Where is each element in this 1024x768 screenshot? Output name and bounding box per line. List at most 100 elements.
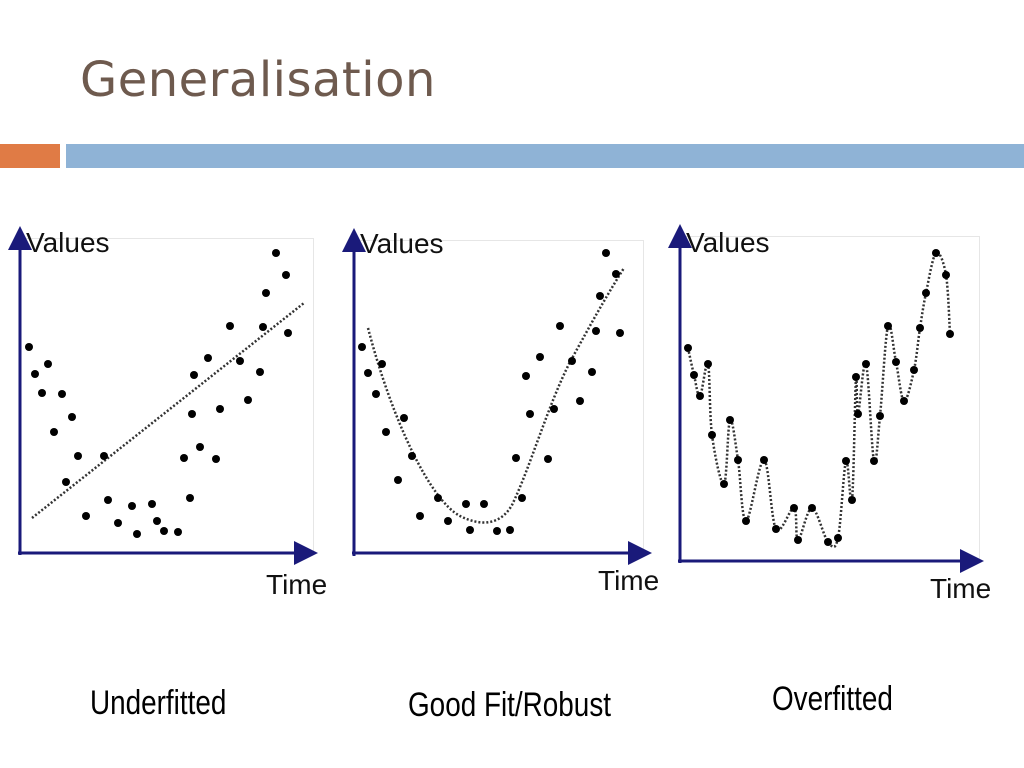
data-point: [852, 373, 860, 381]
fit-line: [31, 302, 305, 519]
x-axis-label: Time: [266, 569, 327, 600]
data-point: [942, 271, 950, 279]
data-point: [190, 371, 198, 379]
data-point: [742, 517, 750, 525]
data-point: [506, 526, 514, 534]
data-point: [196, 443, 204, 451]
data-point: [38, 389, 46, 397]
y-axis-label: Values: [686, 227, 770, 258]
data-point: [922, 289, 930, 297]
data-point: [568, 357, 576, 365]
data-point: [602, 249, 610, 257]
data-point: [910, 366, 918, 374]
y-axis-label: Values: [360, 228, 444, 259]
data-point: [104, 496, 112, 504]
data-point: [128, 502, 136, 510]
fit-curve: [366, 267, 626, 524]
data-point: [576, 397, 584, 405]
data-point: [244, 396, 252, 404]
data-point: [188, 410, 196, 418]
data-point: [74, 452, 82, 460]
data-point: [180, 454, 188, 462]
data-point: [848, 496, 856, 504]
data-point: [256, 368, 264, 376]
data-point: [870, 457, 878, 465]
data-point: [794, 536, 802, 544]
data-point: [512, 454, 520, 462]
data-point: [50, 428, 58, 436]
data-point: [526, 410, 534, 418]
data-point: [262, 289, 270, 297]
data-point: [824, 538, 832, 546]
data-point: [394, 476, 402, 484]
x-axis-label: Time: [930, 573, 991, 604]
data-point: [466, 526, 474, 534]
data-point: [592, 327, 600, 335]
slide-title: Generalisation: [80, 52, 436, 108]
data-point: [808, 504, 816, 512]
data-point: [900, 397, 908, 405]
data-point: [186, 494, 194, 502]
data-point: [612, 270, 620, 278]
data-points: [358, 249, 624, 535]
data-point: [434, 494, 442, 502]
data-point: [382, 428, 390, 436]
data-point: [556, 322, 564, 330]
data-point: [684, 344, 692, 352]
data-point: [82, 512, 90, 520]
data-point: [408, 452, 416, 460]
data-point: [282, 271, 290, 279]
data-point: [462, 500, 470, 508]
data-point: [842, 457, 850, 465]
data-point: [416, 512, 424, 520]
data-point: [372, 390, 380, 398]
data-point: [862, 360, 870, 368]
data-point: [876, 412, 884, 420]
data-point: [518, 494, 526, 502]
fit-curve: [686, 251, 952, 549]
data-point: [133, 530, 141, 538]
data-point: [44, 360, 52, 368]
data-point: [160, 527, 168, 535]
data-point: [174, 528, 182, 536]
data-point: [153, 517, 161, 525]
data-point: [588, 368, 596, 376]
data-point: [704, 360, 712, 368]
data-point: [834, 534, 842, 542]
data-point: [690, 371, 698, 379]
data-point: [790, 504, 798, 512]
data-point: [493, 527, 501, 535]
data-point: [148, 500, 156, 508]
data-point: [226, 322, 234, 330]
data-point: [760, 456, 768, 464]
data-point: [400, 414, 408, 422]
data-point: [100, 452, 108, 460]
y-axis-label: Values: [26, 227, 110, 258]
data-point: [480, 500, 488, 508]
data-point: [212, 455, 220, 463]
data-point: [272, 249, 280, 257]
panel-underfitted: Values Time: [7, 226, 327, 600]
data-point: [62, 478, 70, 486]
data-point: [892, 358, 900, 366]
data-point: [378, 360, 386, 368]
data-point: [696, 392, 704, 400]
data-point: [726, 416, 734, 424]
data-point: [536, 353, 544, 361]
data-point: [596, 292, 604, 300]
data-point: [720, 480, 728, 488]
data-point: [284, 329, 292, 337]
data-point: [236, 357, 244, 365]
data-point: [550, 405, 558, 413]
data-point: [522, 372, 530, 380]
caption-underfitted: Underfitted: [90, 684, 227, 722]
data-point: [58, 390, 66, 398]
data-point: [259, 323, 267, 331]
caption-good-fit: Good Fit/Robust: [408, 686, 612, 724]
data-points: [684, 249, 954, 546]
data-point: [31, 370, 39, 378]
data-point: [204, 354, 212, 362]
data-point: [364, 369, 372, 377]
panel-overfitted: Values Time: [668, 224, 991, 604]
